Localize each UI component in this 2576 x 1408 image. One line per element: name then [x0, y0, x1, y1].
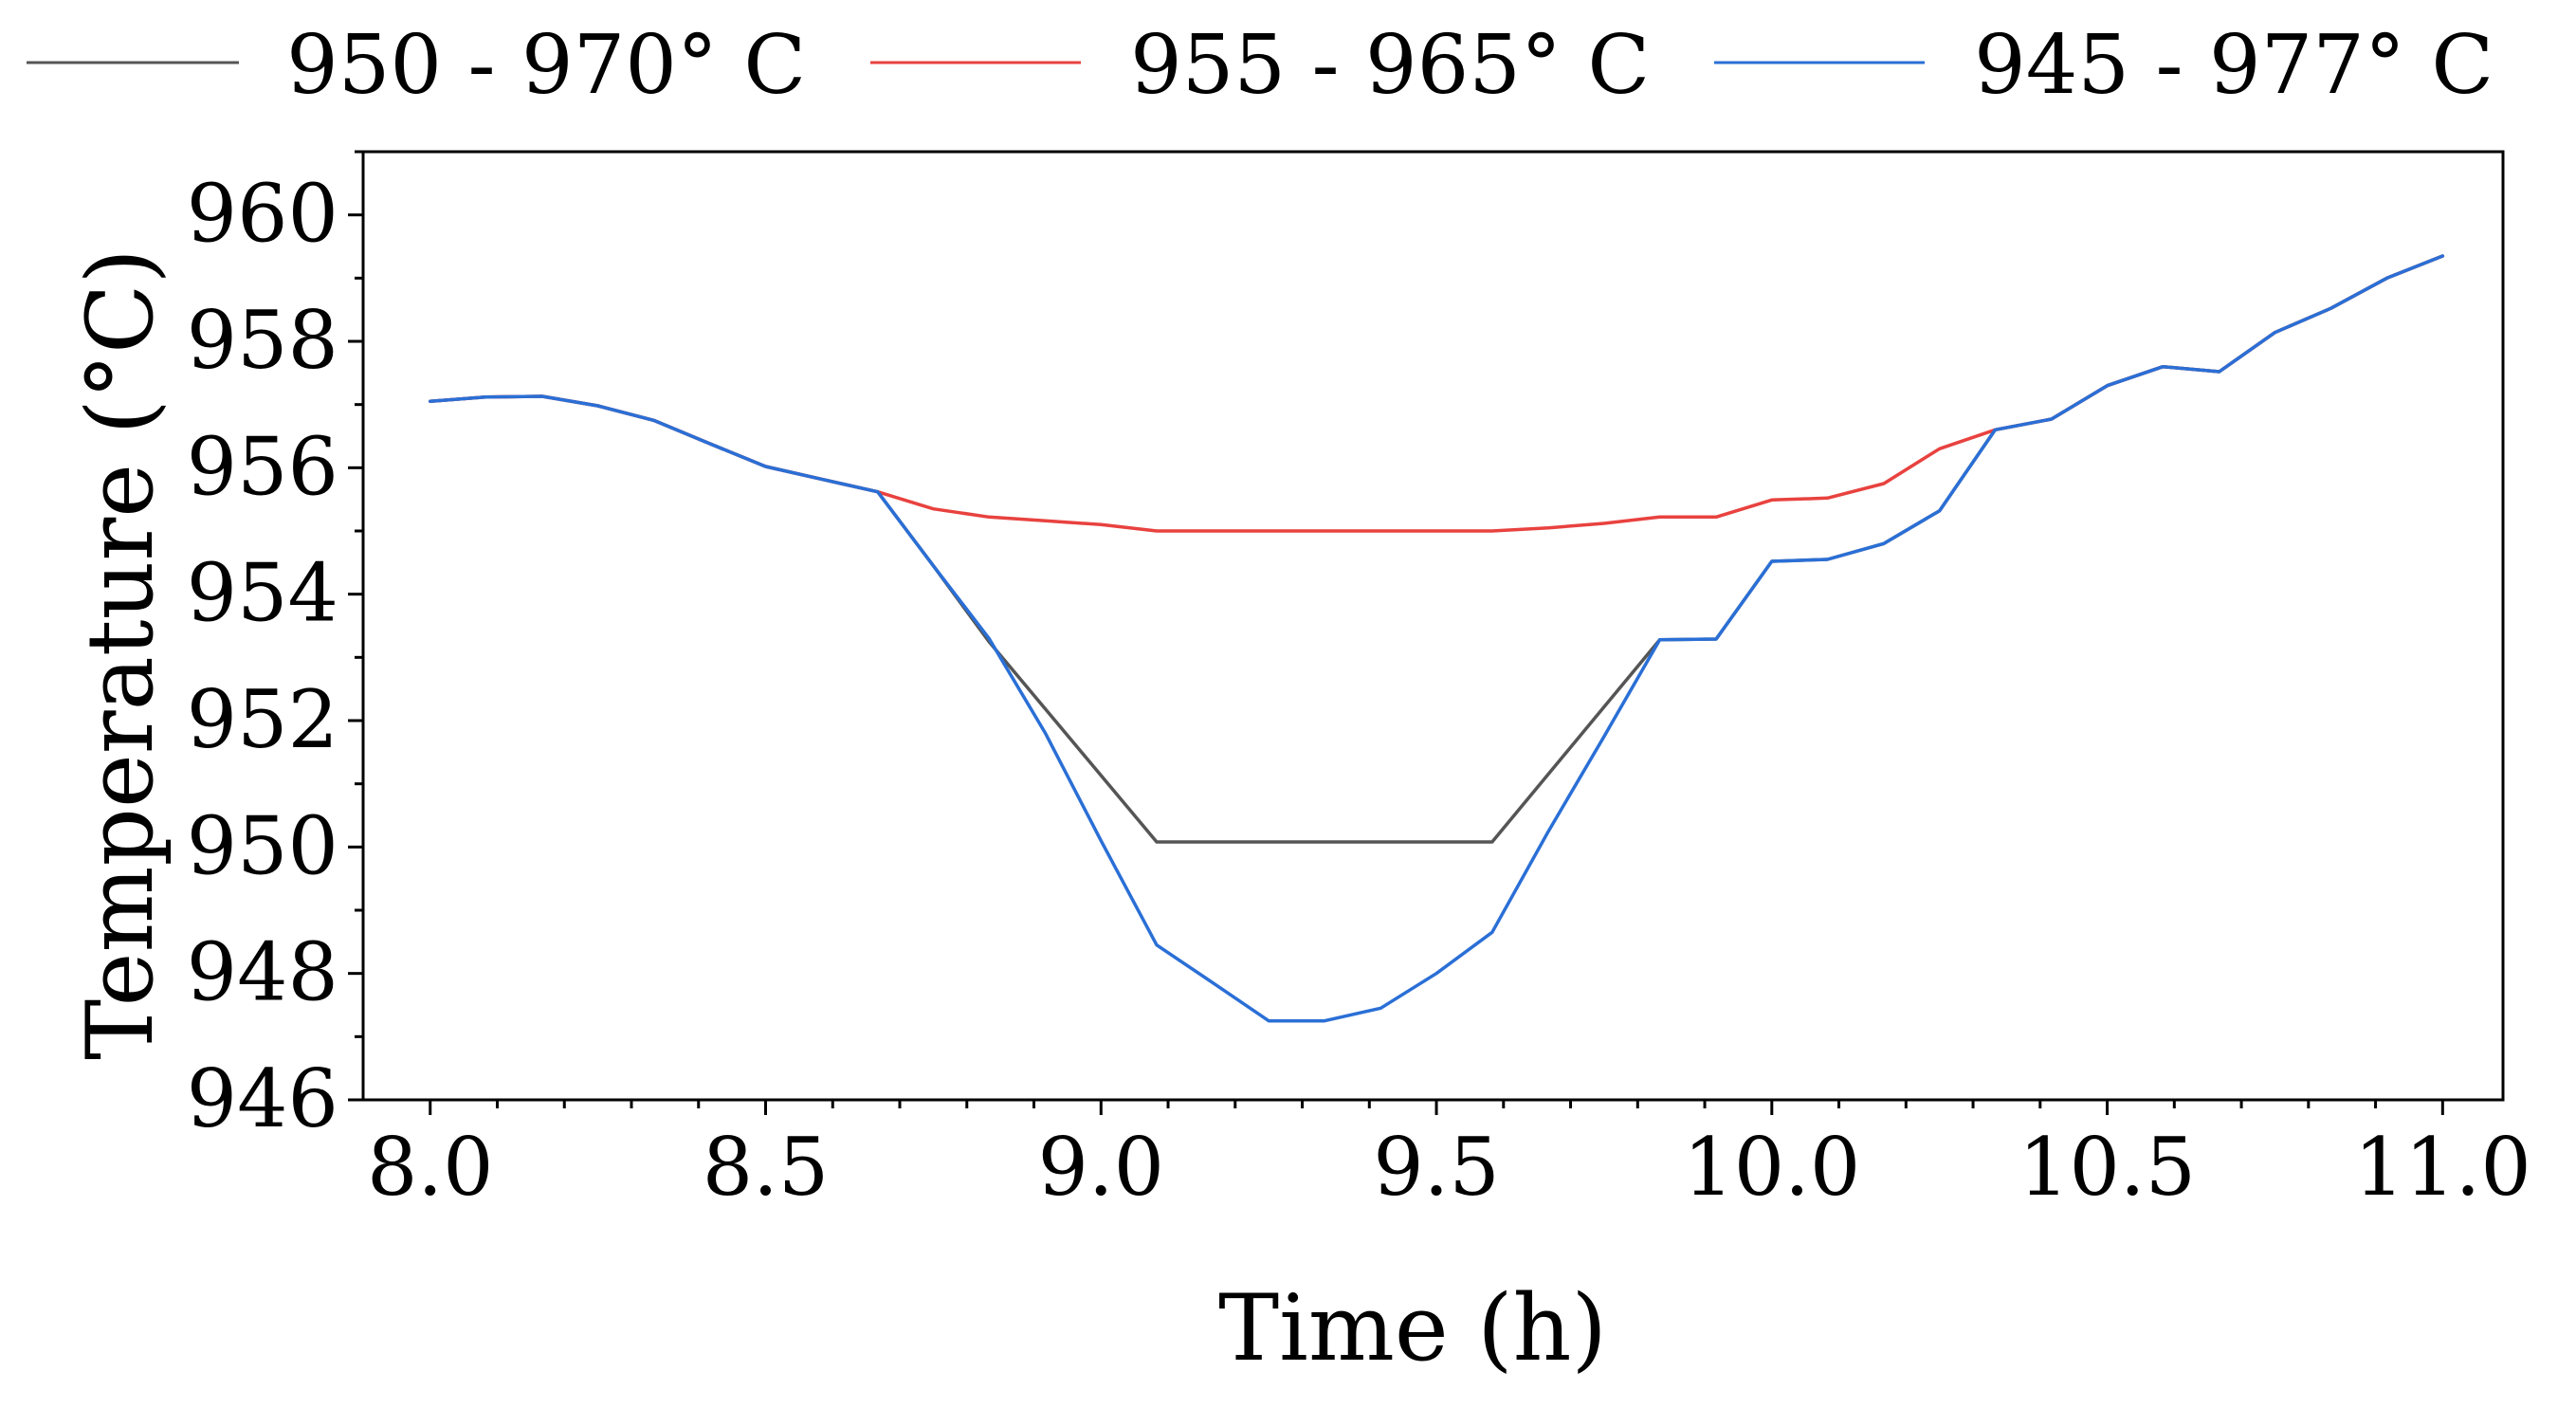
y-tick-label: 946 — [187, 1052, 338, 1145]
y-tick-label: 956 — [187, 420, 338, 513]
series-line-3 — [429, 254, 2445, 1023]
x-tick-label: 9.0 — [1037, 1121, 1164, 1214]
x-axis-title: Time (h) — [1218, 1275, 1607, 1381]
x-tick-label: 10.5 — [2019, 1121, 2196, 1214]
series-line-2 — [429, 254, 2445, 533]
series-layer — [429, 254, 2445, 1023]
y-tick-label: 954 — [187, 547, 338, 640]
y-tick-label: 960 — [187, 168, 338, 261]
y-axis-title: Temperature (°C) — [67, 248, 174, 1060]
series-line-1 — [429, 254, 2445, 844]
y-tick-label: 952 — [187, 673, 338, 766]
legend: 950 - 970° C 955 - 965° C 945 - 977° C — [27, 18, 2494, 113]
x-tick-label: 10.0 — [1683, 1121, 1860, 1214]
y-tick-label: 958 — [187, 294, 338, 387]
legend-label-series-3: 945 - 977° C — [1974, 18, 2494, 113]
y-axis: 946 948 950 952 954 956 958 960 — [187, 150, 363, 1145]
x-axis: 8.0 8.5 9.0 9.5 10.0 10.5 11.0 — [367, 1100, 2531, 1214]
x-tick-label: 11.0 — [2354, 1121, 2531, 1214]
y-tick-label: 948 — [187, 926, 338, 1019]
legend-label-series-1: 950 - 970° C — [286, 18, 806, 113]
x-tick-label: 9.5 — [1373, 1121, 1500, 1214]
legend-label-series-2: 955 - 965° C — [1130, 18, 1650, 113]
plot-frame — [361, 150, 2505, 1102]
x-tick-label: 8.0 — [367, 1121, 494, 1214]
x-tick-label: 8.5 — [703, 1121, 830, 1214]
y-tick-label: 950 — [187, 799, 338, 892]
